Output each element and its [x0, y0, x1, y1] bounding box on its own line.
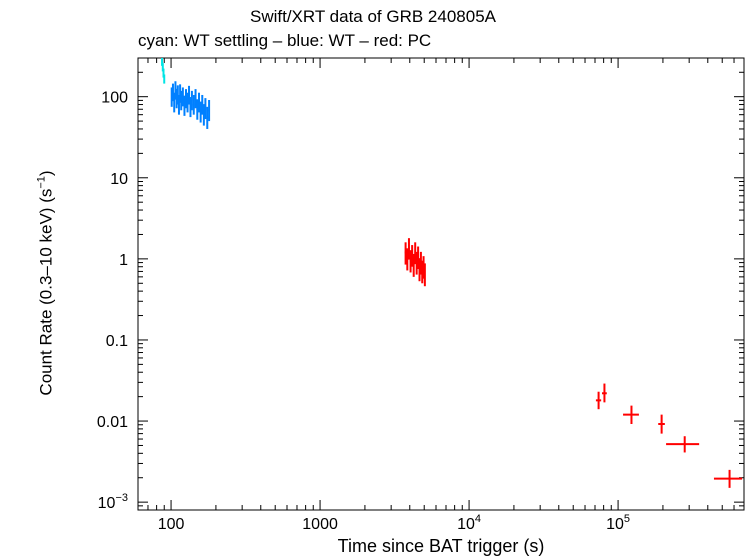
y-tick-label: 1	[119, 252, 128, 269]
data-point	[185, 89, 188, 109]
data-point	[666, 436, 700, 453]
data-point	[197, 92, 200, 113]
data-point	[409, 250, 412, 273]
data-point	[206, 106, 209, 129]
data-marks	[161, 58, 743, 488]
series-wt-settling	[161, 58, 166, 84]
data-point	[623, 405, 639, 424]
series-wt	[170, 81, 211, 129]
tick-labels: 100 1000 104 105 100 10 1 0.1 0.01 10−3	[97, 90, 630, 533]
data-point	[183, 95, 186, 116]
data-point	[202, 104, 205, 126]
data-point	[180, 90, 183, 111]
y-tick-label: 10−3	[98, 492, 128, 512]
data-point	[177, 94, 180, 115]
y-tick-label: 0.01	[97, 414, 128, 431]
x-tick-label: 105	[606, 513, 630, 533]
data-point	[208, 100, 211, 122]
data-point	[190, 90, 193, 111]
data-point	[713, 469, 743, 488]
data-point	[188, 85, 191, 105]
chart-subtitle: cyan: WT settling – blue: WT – red: PC	[138, 31, 432, 50]
y-axis-label-text: Count Rate (0.3–10 keV) (s	[36, 188, 56, 396]
y-axis-label: Count Rate (0.3–10 keV) (s−1)	[36, 170, 57, 395]
data-point	[194, 89, 197, 109]
y-tick-label: 10	[110, 171, 128, 188]
x-tick-label: 100	[158, 516, 185, 533]
data-point	[196, 99, 199, 120]
y-axis-label-close: )	[36, 170, 56, 177]
data-point	[601, 383, 607, 403]
x-axis-label: Time since BAT trigger (s)	[337, 536, 545, 556]
y-axis-label-exponent: −1	[35, 176, 48, 189]
y-tick-label: 100	[101, 90, 128, 107]
data-point	[404, 242, 407, 265]
data-point	[201, 94, 204, 115]
x-tick-label: 104	[457, 513, 481, 533]
data-point	[163, 74, 166, 84]
data-point	[181, 87, 184, 107]
data-point	[417, 246, 420, 270]
x-tick-label: 1000	[302, 516, 338, 533]
data-point	[595, 391, 602, 410]
data-point	[406, 248, 409, 271]
data-point	[412, 253, 415, 277]
data-point	[411, 245, 414, 267]
data-point	[199, 101, 202, 123]
data-point	[423, 263, 426, 287]
data-point	[407, 238, 410, 260]
data-point	[173, 92, 176, 113]
y-tick-label: 0.1	[106, 333, 128, 350]
chart-title: Swift/XRT data of GRB 240805A	[249, 7, 496, 26]
data-point	[171, 83, 174, 102]
data-point	[204, 98, 207, 120]
axis-ticks	[137, 57, 745, 511]
data-point	[658, 414, 665, 434]
series-pc	[404, 238, 743, 488]
data-point	[192, 94, 195, 115]
plot-frame	[137, 57, 745, 511]
